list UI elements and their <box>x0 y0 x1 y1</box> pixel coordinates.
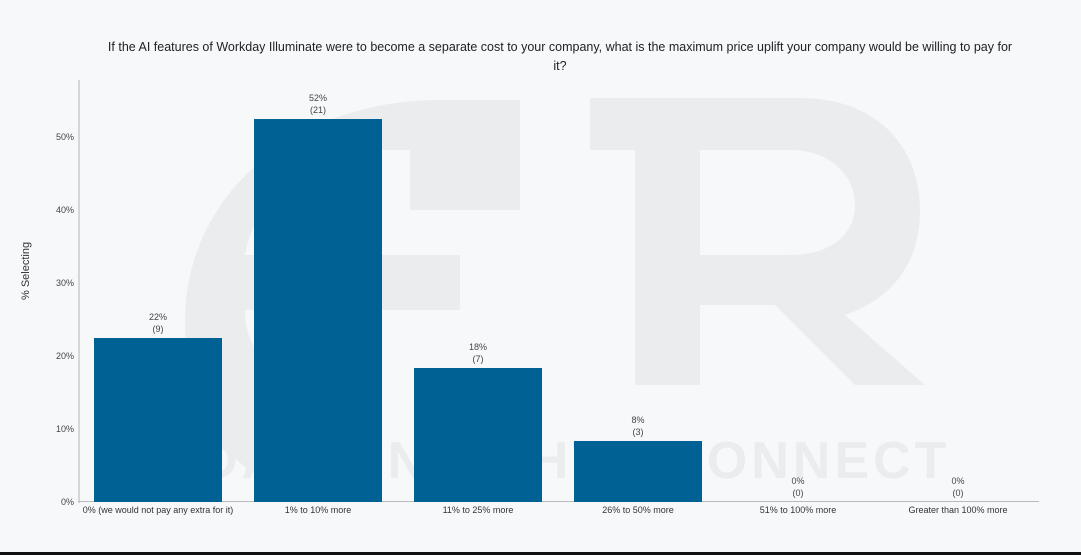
y-tick-label: 50% <box>55 132 74 142</box>
bar-count: (7) <box>472 353 484 364</box>
x-category-label: Greater than 100% more <box>908 505 1008 515</box>
bar-percent: 8% <box>631 414 645 425</box>
bar <box>414 367 542 502</box>
x-category-label: 26% to 50% more <box>602 505 674 515</box>
bar-percent: 52% <box>308 93 327 104</box>
bar <box>574 440 702 502</box>
x-category-label: 0% (we would not pay any extra for it) <box>82 505 234 515</box>
bar-value-label: 0% (0) <box>758 475 838 499</box>
bar-value-label: 22% (9) <box>118 311 198 335</box>
y-tick-label: 30% <box>55 278 74 288</box>
y-tick-label: 40% <box>55 205 74 215</box>
bar-count: (3) <box>632 426 644 437</box>
x-category-label: 1% to 10% more <box>284 505 352 515</box>
y-tick-label: 10% <box>55 424 74 434</box>
x-axis-line <box>78 501 1039 502</box>
bar-count: (0) <box>952 488 964 498</box>
bar <box>94 338 222 502</box>
x-category-label: 11% to 25% more <box>442 505 514 515</box>
bar-value-label: 0% (0) <box>918 475 998 499</box>
y-axis-title: % Selecting <box>20 241 32 300</box>
bar-percent: 0% <box>951 476 965 486</box>
y-tick-label: 20% <box>55 351 74 361</box>
bar-value-label: 52% (21) <box>278 92 358 116</box>
y-tick-label: 0% <box>60 497 74 507</box>
bar-count: (9) <box>152 324 164 335</box>
bar-percent: 0% <box>791 476 805 486</box>
bar-count: (0) <box>792 488 804 498</box>
bar-value-label: 18% (7) <box>438 341 518 365</box>
bar-count: (21) <box>309 105 326 116</box>
bar-value-label: 8% (3) <box>598 414 678 438</box>
bar-percent: 18% <box>468 341 487 352</box>
chart-title: If the AI features of Workday Illuminate… <box>107 40 1013 73</box>
bar-percent: 22% <box>148 312 167 323</box>
y-axis-line <box>78 80 80 503</box>
x-category-label: 51% to 100% more <box>759 505 837 515</box>
bar <box>254 119 382 502</box>
bottom-border <box>0 552 1081 555</box>
